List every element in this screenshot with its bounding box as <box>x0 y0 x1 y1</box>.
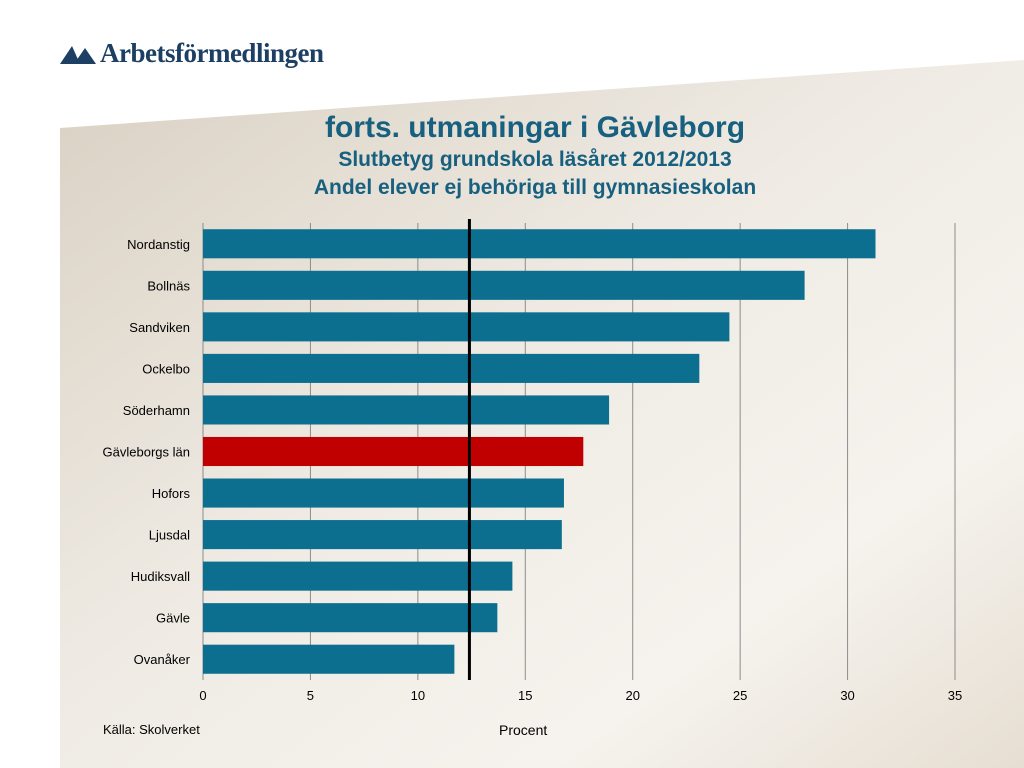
x-tick-label: 5 <box>307 688 314 703</box>
x-tick-label: 10 <box>411 688 425 703</box>
category-label: Bollnäs <box>147 278 190 293</box>
bar <box>203 561 513 591</box>
x-tick-label: 25 <box>733 688 747 703</box>
bar <box>203 520 562 550</box>
category-label: Gävleborgs län <box>103 445 190 460</box>
x-tick-label: 0 <box>199 688 206 703</box>
bar <box>203 478 564 508</box>
category-label: Gävle <box>156 611 190 626</box>
bar <box>203 353 700 383</box>
chart-subtitle-2: Andel elever ej behöriga till gymnasiesk… <box>313 176 757 199</box>
bar <box>203 603 498 633</box>
logo-wordmark: Arbetsförmedlingen <box>100 37 324 68</box>
category-label: Söderhamn <box>123 403 190 418</box>
category-label: Hudiksvall <box>131 569 190 584</box>
bar <box>203 229 876 259</box>
bar <box>203 395 610 425</box>
x-tick-label: 15 <box>518 688 532 703</box>
category-label: Ljusdal <box>149 528 190 543</box>
x-tick-label: 30 <box>840 688 854 703</box>
logo-mark-icon <box>60 46 96 64</box>
logo: Arbetsförmedlingen <box>58 36 324 70</box>
category-label: Hofors <box>152 486 191 501</box>
bar <box>203 644 455 674</box>
x-tick-label: 20 <box>625 688 639 703</box>
x-tick-label: 35 <box>948 688 962 703</box>
x-axis-label: Procent <box>499 722 548 738</box>
bar <box>203 312 730 342</box>
bar <box>203 270 805 300</box>
bar <box>203 436 584 467</box>
category-label: Nordanstig <box>127 237 190 252</box>
category-label: Ovanåker <box>134 652 191 667</box>
category-label: Sandviken <box>129 320 190 335</box>
title-block: forts. utmaningar i Gävleborg Slutbetyg … <box>60 110 1010 202</box>
source-note: Källa: Skolverket <box>103 722 200 737</box>
chart-subtitle: Slutbetyg grundskola läsåret 2012/2013 <box>338 148 732 171</box>
chart-title: forts. utmaningar i Gävleborg <box>324 111 746 144</box>
category-label: Ockelbo <box>142 361 190 376</box>
